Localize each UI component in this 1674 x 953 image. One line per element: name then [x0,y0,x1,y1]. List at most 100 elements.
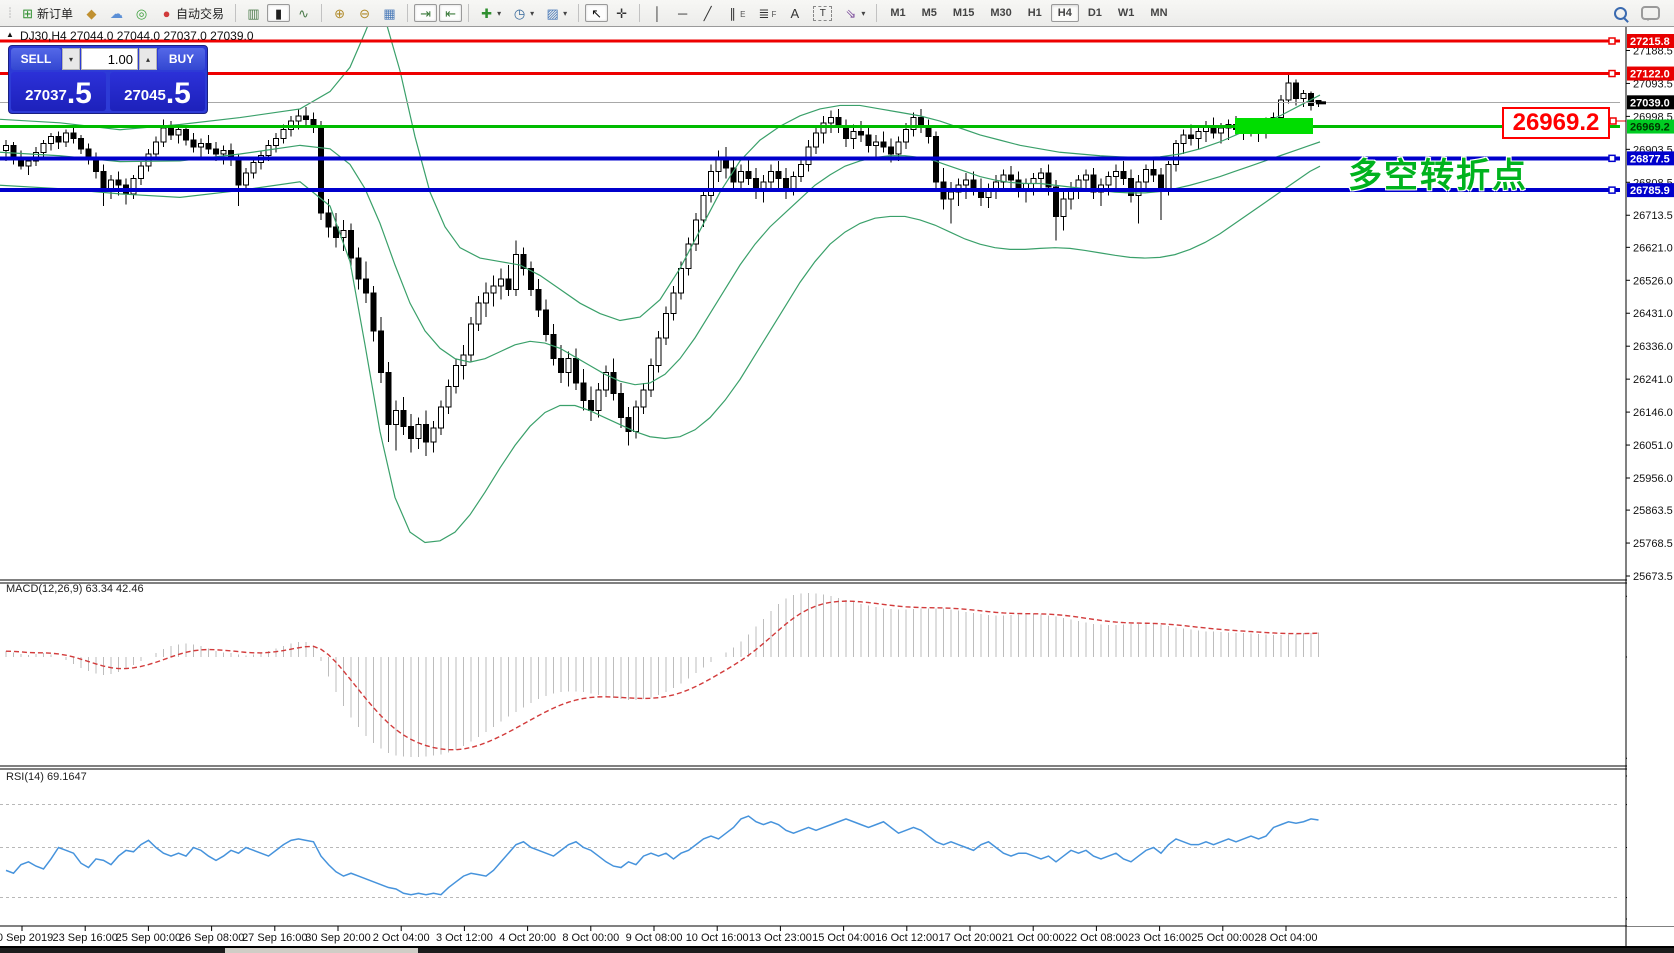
candle-down [1008,174,1014,181]
horizontal-scrollbar[interactable] [0,948,1674,953]
time-tick-label: 23 Sep 16:00 [52,932,117,944]
line-chart-button[interactable]: ∿ [292,4,315,22]
chevron-down-icon: ▾ [861,8,866,18]
bar-chart-button[interactable]: ▥ [242,4,265,22]
timeframe-m30-button[interactable]: M30 [990,7,1012,19]
chart-shift-button[interactable]: ⇤ [439,4,463,22]
candle-down [348,229,354,259]
arrows-button[interactable]: ⇘ ▾ [839,4,870,22]
zoom-out-button[interactable]: ⊖ [353,4,376,22]
candle-up [1285,82,1292,101]
time-tick-label: 25 Oct 00:00 [1191,932,1254,944]
timeframe-m5-button[interactable]: M5 [921,7,937,19]
indicators-button[interactable]: ✚ ▾ [475,4,506,22]
auto-scroll-button[interactable]: ⇥ [414,4,438,22]
periods-button[interactable]: ◷ ▾ [508,4,539,22]
price-tick-label: 26051.0 [1633,440,1673,452]
sell-price-display[interactable]: 27037.5 [11,72,106,111]
candle-down [835,117,842,127]
candle-up [948,191,954,200]
auto-trading-button[interactable]: ● 自动交易 [155,4,229,22]
price-tick-label: 26336.0 [1633,341,1673,353]
volume-increase-button[interactable]: ▴ [139,48,157,70]
green-zone-rectangle[interactable] [1235,118,1313,134]
scrollbar-thumb[interactable] [225,948,418,953]
candle-down [528,267,534,290]
candle-up [1030,177,1037,185]
timeframe-w1-button[interactable]: W1 [1117,7,1135,19]
price-callout-label[interactable]: 26969.2 [1502,107,1610,139]
buy-button[interactable]: BUY [158,48,205,70]
volume-input[interactable] [81,48,138,70]
candle-up [138,165,144,179]
price-axis[interactable]: 27188.527093.526998.526903.526808.526713… [1625,27,1674,947]
turning-point-annotation[interactable]: 多空转折点 [1348,157,1528,195]
timeframe-h1-button[interactable]: H1 [1027,7,1042,19]
rsi-label: RSI(14) 69.1647 [6,771,87,783]
candle-up [633,406,639,433]
indicators-icon: ✚ [481,5,493,21]
templates-button[interactable]: ▨ ▾ [541,4,572,22]
text-label-icon: T [813,5,833,21]
candle-up [798,163,804,178]
auto-trading-icon: ● [162,5,171,21]
macd-signal-line [5,600,1319,751]
candle-up [1113,170,1119,178]
sell-price-main: 27037 [25,87,67,104]
timeframe-m15-button[interactable]: M15 [952,7,975,19]
candle-down [378,330,384,374]
buy-price-display[interactable]: 27045.5 [110,72,205,111]
bollinger-lower-line [0,165,1321,544]
chat-icon[interactable] [1641,6,1660,21]
time-tick-label: 3 Oct 12:00 [436,932,493,944]
time-tick-label: 2 Oct 04:00 [373,932,430,944]
crosshair-button[interactable]: ✛ [610,4,633,22]
line-end-marker [1608,154,1616,163]
candle-up [1218,127,1224,134]
candle-up [565,358,572,374]
tile-windows-icon: ▦ [383,5,396,21]
timeframe-m1-button[interactable]: M1 [890,7,906,19]
price-badge-label: 27122.0 [1630,69,1670,81]
time-tick-label: 8 Oct 00:00 [562,932,619,944]
new-order-button[interactable]: ⊞ 新订单 [16,4,78,22]
styler-button[interactable]: ◆ [80,4,103,22]
fibonacci-button[interactable]: ≣ F [758,5,777,21]
candle-down [363,278,369,294]
timeframe-h4-button[interactable]: H4 [1050,4,1079,22]
trade-panel-prices: 27037.5 27045.5 [11,72,205,111]
candle-down [535,288,542,311]
sell-button[interactable]: SELL [11,48,61,70]
candle-down [1053,186,1059,217]
vertical-line-button[interactable]: │ [646,4,669,22]
time-tick-label: 26 Sep 08:00 [179,932,244,944]
text-button[interactable]: A [783,4,806,22]
candle-up [678,267,684,294]
candle-up [273,137,279,146]
candle-up [805,146,812,165]
cursor-button[interactable]: ↖ [585,4,609,22]
candlestick-chart-button[interactable]: ▮ [267,4,291,22]
line-chart-icon: ∿ [298,5,310,21]
zoom-in-button[interactable]: ⊕ [328,4,351,22]
trendline-button[interactable]: ╱ [696,4,719,22]
candle-up [415,424,422,439]
price-tick-label: 25863.5 [1633,505,1673,517]
volume-decrease-button[interactable]: ▾ [62,48,80,70]
channel-button[interactable]: ∥ E [721,4,750,22]
horizontal-line-button[interactable]: ─ [671,4,694,22]
timeframe-d1-button[interactable]: D1 [1087,7,1102,19]
text-label-button[interactable]: T [808,4,837,22]
signals-button[interactable]: ◎ [130,4,153,22]
candle-down [558,358,564,374]
search-icon[interactable] [1614,6,1627,20]
candle-up [453,365,459,387]
candle-up [498,278,504,287]
timeframe-mn-button[interactable]: MN [1150,7,1168,19]
tile-windows-button[interactable]: ▦ [378,4,401,22]
profiles-button[interactable]: ☁ [105,4,128,22]
chart-background [0,27,1674,953]
time-tick-label: 30 Sep 20:00 [305,932,370,944]
